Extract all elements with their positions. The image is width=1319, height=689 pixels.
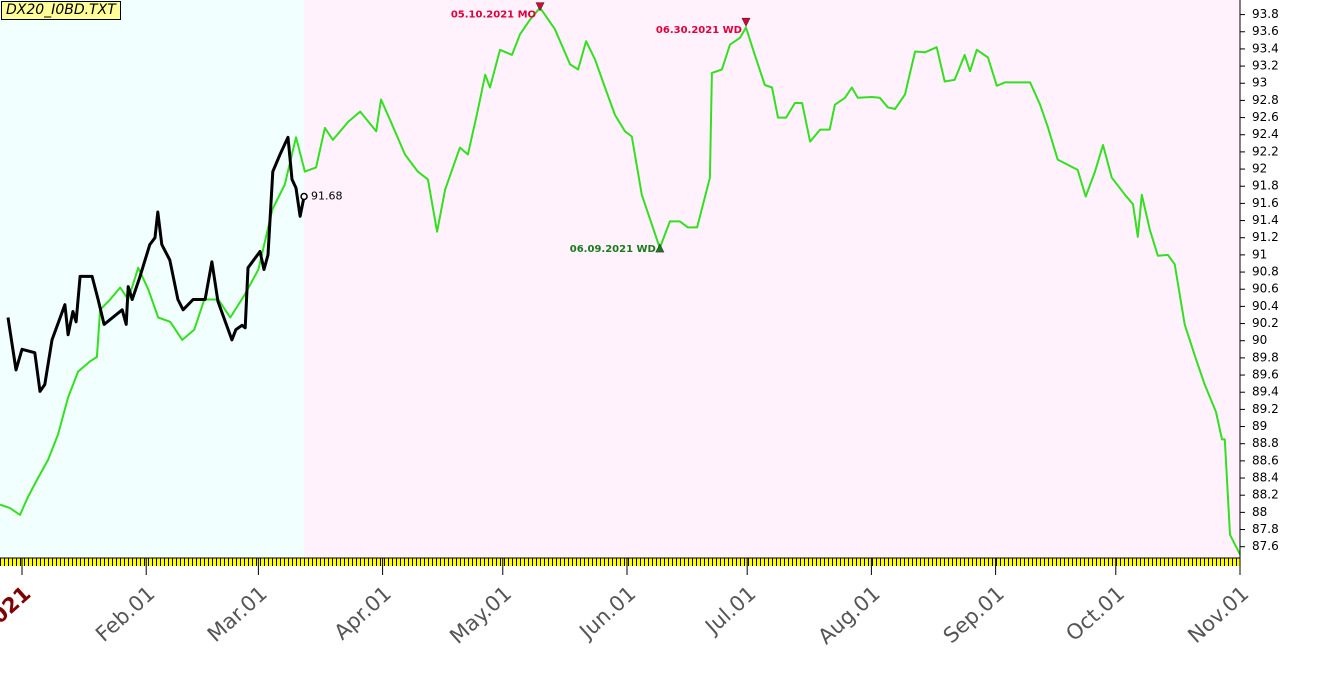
shaded-region [0, 0, 305, 558]
annotation-marker [741, 17, 751, 27]
y-tick-label: 90.8 [1252, 265, 1279, 279]
y-tick-label: 93 [1252, 76, 1267, 90]
annotation-label: 06.30.2021 WD [656, 25, 742, 36]
y-tick-label: 88 [1252, 505, 1267, 519]
y-tick-label: 91.6 [1252, 196, 1279, 210]
y-tick-label: 89.6 [1252, 368, 1279, 382]
y-tick-label: 91.2 [1252, 230, 1279, 244]
y-tick-label: 90.4 [1252, 299, 1279, 313]
y-tick-label: 87.6 [1252, 539, 1279, 553]
x-tick-label: May.01 [445, 581, 516, 648]
x-tick-label: Mar.01 [203, 581, 272, 646]
series-line [0, 6, 1241, 555]
x-tick-label: Jul.01 [699, 581, 760, 639]
y-tick-label: 89.8 [1252, 350, 1279, 364]
series-line [6, 135, 306, 393]
y-tick-label: 87.8 [1252, 522, 1279, 536]
x-tick-label: Aug.01 [813, 581, 884, 649]
y-tick-label: 93.8 [1252, 7, 1279, 21]
y-tick-label: 88.6 [1252, 453, 1279, 467]
annotation-label: 05.10.2021 MO [451, 10, 536, 21]
y-tick-label: 89.4 [1252, 385, 1279, 399]
last-value-label: 91.68 [311, 190, 343, 203]
y-tick-label: 90.6 [1252, 282, 1279, 296]
x-tick-label: Jun.01 [574, 581, 641, 644]
y-tick-label: 88.2 [1252, 488, 1279, 502]
y-tick-label: 89 [1252, 419, 1267, 433]
x-axis-ruler [0, 558, 1240, 566]
y-tick-label: 92.8 [1252, 93, 1279, 107]
y-tick-label: 90.2 [1252, 316, 1279, 330]
y-tick-label: 90 [1252, 333, 1267, 347]
y-tick-label: 92 [1252, 162, 1267, 176]
annotation-marker [655, 243, 665, 253]
x-tick-label: Oct.01 [1061, 581, 1129, 645]
y-tick-label: 92.6 [1252, 110, 1279, 124]
y-tick-label: 91.4 [1252, 213, 1279, 227]
x-tick-label: Feb.01 [91, 581, 160, 646]
y-tick-label: 93.6 [1252, 24, 1279, 38]
y-tick-label: 88.8 [1252, 436, 1279, 450]
shaded-region [304, 0, 1240, 558]
chart-title: DX20_I0BD.TXT [1, 1, 121, 20]
annotation-label: 06.09.2021 WD [570, 244, 656, 255]
x-tick-label: Sep.01 [939, 581, 1009, 648]
y-tick-label: 92.2 [1252, 144, 1279, 158]
last-value-marker [300, 192, 308, 201]
y-tick-label: 91.8 [1252, 179, 1279, 193]
y-tick-label: 93.2 [1252, 59, 1279, 73]
y-tick-label: 89.2 [1252, 402, 1279, 416]
annotation-marker [535, 2, 545, 12]
y-tick-label: 93.4 [1252, 41, 1279, 55]
x-tick-label: 2021 [0, 581, 35, 638]
y-tick-label: 92.4 [1252, 127, 1279, 141]
x-tick-label: Apr.01 [329, 581, 395, 644]
x-tick-label: Nov.01 [1183, 581, 1253, 648]
y-tick-label: 88.4 [1252, 471, 1279, 485]
y-tick-label: 91 [1252, 247, 1267, 261]
